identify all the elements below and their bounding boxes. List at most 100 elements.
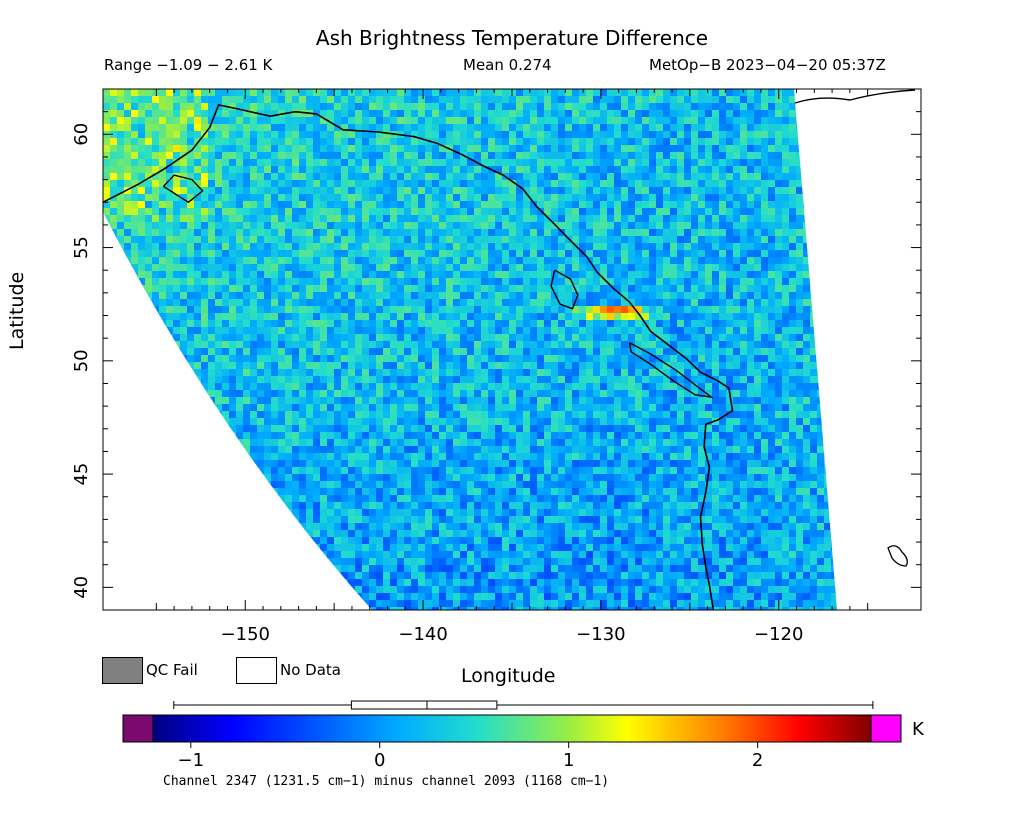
swath-cell <box>376 173 384 181</box>
swath-cell <box>649 131 657 139</box>
swath-cell <box>516 355 524 363</box>
swath-cell <box>474 145 482 153</box>
swath-cell <box>635 96 643 104</box>
swath-cell <box>138 271 146 279</box>
swath-cell <box>649 138 657 146</box>
swath-cell <box>614 292 622 300</box>
swath-cell <box>824 320 832 328</box>
swath-cell <box>817 257 825 265</box>
swath-cell <box>754 341 762 349</box>
swath-cell <box>586 89 594 97</box>
swath-cell <box>607 320 615 328</box>
swath-cell <box>362 159 370 167</box>
swath-cell <box>901 103 908 110</box>
swath-cell <box>369 362 377 370</box>
swath-cell <box>208 299 216 307</box>
swath-cell <box>677 299 685 307</box>
swath-cell <box>278 285 286 293</box>
swath-cell <box>859 292 866 299</box>
swath-cell <box>124 306 132 314</box>
swath-cell <box>502 306 510 314</box>
swath-cell <box>509 110 517 118</box>
swath-cell <box>180 313 188 321</box>
swath-cell <box>838 229 845 236</box>
swath-cell <box>600 124 608 132</box>
swath-cell <box>369 187 377 195</box>
swath-cell <box>250 96 258 104</box>
swath-cell <box>593 327 601 335</box>
swath-cell <box>194 313 202 321</box>
swath-cell <box>439 173 447 181</box>
swath-cell <box>572 117 580 125</box>
swath-cell <box>789 124 797 132</box>
swath-cell <box>684 152 692 160</box>
swath-cell <box>887 376 894 383</box>
swath-cell <box>110 117 118 125</box>
swath-cell <box>481 278 489 286</box>
swath-cell <box>516 236 524 244</box>
swath-cell <box>859 138 866 145</box>
swath-cell <box>838 250 845 257</box>
swath-cell <box>236 96 244 104</box>
swath-cell <box>852 208 859 215</box>
swath-cell <box>306 229 314 237</box>
swath-cell <box>600 243 608 251</box>
swath-cell <box>138 208 146 216</box>
swath-cell <box>572 299 580 307</box>
swath-cell <box>579 236 587 244</box>
swath-cell <box>866 313 873 320</box>
swath-cell <box>397 383 405 391</box>
swath-cell <box>327 215 335 223</box>
swath-cell <box>299 145 307 153</box>
swath-cell <box>404 124 412 132</box>
swath-cell <box>194 180 202 188</box>
swath-cell <box>376 327 384 335</box>
swath-cell <box>285 299 293 307</box>
swath-cell <box>488 376 496 384</box>
swath-cell <box>516 110 524 118</box>
swath-cell <box>866 341 873 348</box>
swath-cell <box>607 257 615 265</box>
swath-cell <box>817 145 825 153</box>
swath-cell <box>397 124 405 132</box>
swath-cell <box>796 243 804 251</box>
swath-cell <box>621 138 629 146</box>
swath-cell <box>733 166 741 174</box>
swath-cell <box>467 194 475 202</box>
swath-cell <box>131 117 139 125</box>
swath-cell <box>803 355 811 363</box>
swath-cell <box>600 348 608 356</box>
swath-cell <box>761 222 769 230</box>
swath-cell <box>740 103 748 111</box>
swath-cell <box>754 250 762 258</box>
swath-cell <box>502 362 510 370</box>
swath-cell <box>516 145 524 153</box>
swath-cell <box>747 355 755 363</box>
swath-cell <box>789 292 797 300</box>
swath-cell <box>334 285 342 293</box>
swath-cell <box>523 194 531 202</box>
swath-cell <box>117 215 125 223</box>
swath-cell <box>698 348 706 356</box>
swath-cell <box>187 110 195 118</box>
swath-cell <box>740 152 748 160</box>
swath-cell <box>327 124 335 132</box>
swath-cell <box>712 103 720 111</box>
swath-cell <box>187 383 195 391</box>
swath-cell <box>404 243 412 251</box>
swath-cell <box>348 383 356 391</box>
swath-cell <box>152 243 160 251</box>
swath-cell <box>138 103 146 111</box>
swath-cell <box>131 369 139 377</box>
swath-cell <box>537 145 545 153</box>
swath-cell <box>229 236 237 244</box>
swath-cell <box>810 194 818 202</box>
swath-cell <box>173 236 181 244</box>
swath-cell <box>145 187 153 195</box>
swath-cell <box>152 159 160 167</box>
swath-cell <box>621 96 629 104</box>
swath-cell <box>768 257 776 265</box>
swath-cell <box>278 131 286 139</box>
swath-cell <box>131 96 139 104</box>
swath-cell <box>145 348 153 356</box>
